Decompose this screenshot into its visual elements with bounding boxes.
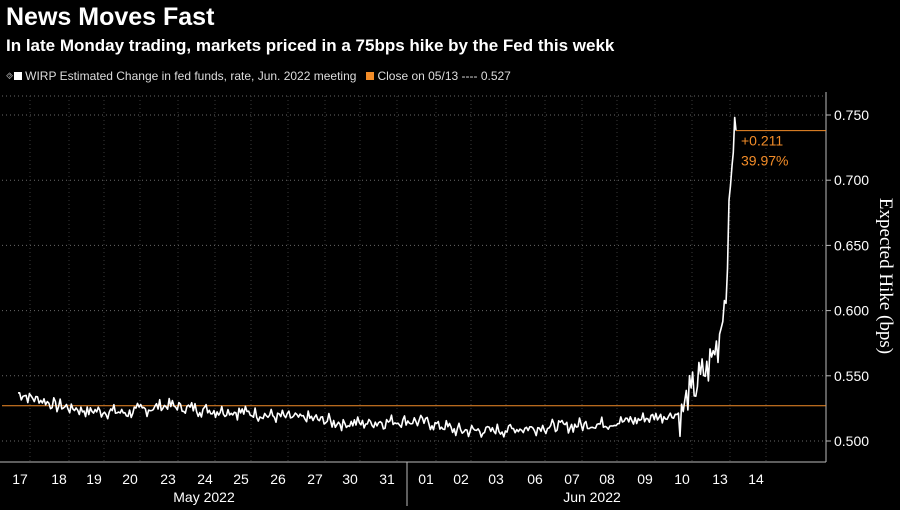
series-layer (2, 116, 826, 438)
x-tick-label: 24 (197, 471, 213, 487)
x-tick-label: 23 (160, 471, 176, 487)
legend-series-label: WIRP Estimated Change in fed funds, rate… (25, 69, 357, 83)
y-tick-label: 0.750 (834, 107, 869, 123)
x-tick-label: 27 (307, 471, 323, 487)
x-tick-label: 03 (488, 471, 504, 487)
series-marker-icon: ⯑ (6, 70, 14, 81)
month-label: Jun 2022 (563, 489, 621, 505)
y-axis-label: Expected Hike (bps) (875, 198, 896, 354)
y-tick-label: 0.600 (834, 303, 869, 319)
x-tick-label: 01 (418, 471, 434, 487)
x-tick-label: 06 (527, 471, 543, 487)
labels-layer: 0.500 0.550 0.600 0.650 0.700 0.750 17 18 19 20 23… (12, 107, 896, 505)
x-tick-label: 14 (748, 471, 764, 487)
legend: ⯑ WIRP Estimated Change in fed funds, ra… (6, 69, 521, 83)
series-line (17, 116, 737, 438)
x-tick-label: 08 (599, 471, 615, 487)
x-tick-label: 10 (674, 471, 690, 487)
x-tick-label: 26 (270, 471, 286, 487)
x-tick-label: 30 (342, 471, 358, 487)
chart-subtitle: In late Monday trading, markets priced i… (6, 36, 615, 55)
axes (0, 92, 831, 506)
x-tick-label: 02 (453, 471, 469, 487)
x-tick-label: 20 (122, 471, 138, 487)
y-tick-label: 0.700 (834, 172, 869, 188)
x-tick-label: 13 (712, 471, 728, 487)
close-swatch (366, 72, 375, 80)
x-tick-label: 19 (86, 471, 102, 487)
month-label: May 2022 (173, 489, 235, 505)
x-tick-label: 09 (637, 471, 653, 487)
y-tick-label: 0.650 (834, 237, 869, 253)
series-swatch (14, 72, 23, 80)
x-tick-label: 25 (233, 471, 249, 487)
x-tick-label: 31 (379, 471, 395, 487)
annotation-change: +0.211 (741, 133, 783, 149)
legend-close-label: Close on 05/13 ---- 0.527 (377, 69, 511, 83)
y-tick-label: 0.500 (834, 433, 869, 449)
y-tick-label: 0.550 (834, 368, 869, 384)
x-tick-label: 07 (564, 471, 580, 487)
annotation-pct: 39.97% (741, 153, 788, 169)
x-tick-label: 18 (51, 471, 67, 487)
chart-title: News Moves Fast (6, 3, 215, 31)
gridlines (2, 95, 826, 462)
x-tick-label: 17 (12, 471, 28, 487)
